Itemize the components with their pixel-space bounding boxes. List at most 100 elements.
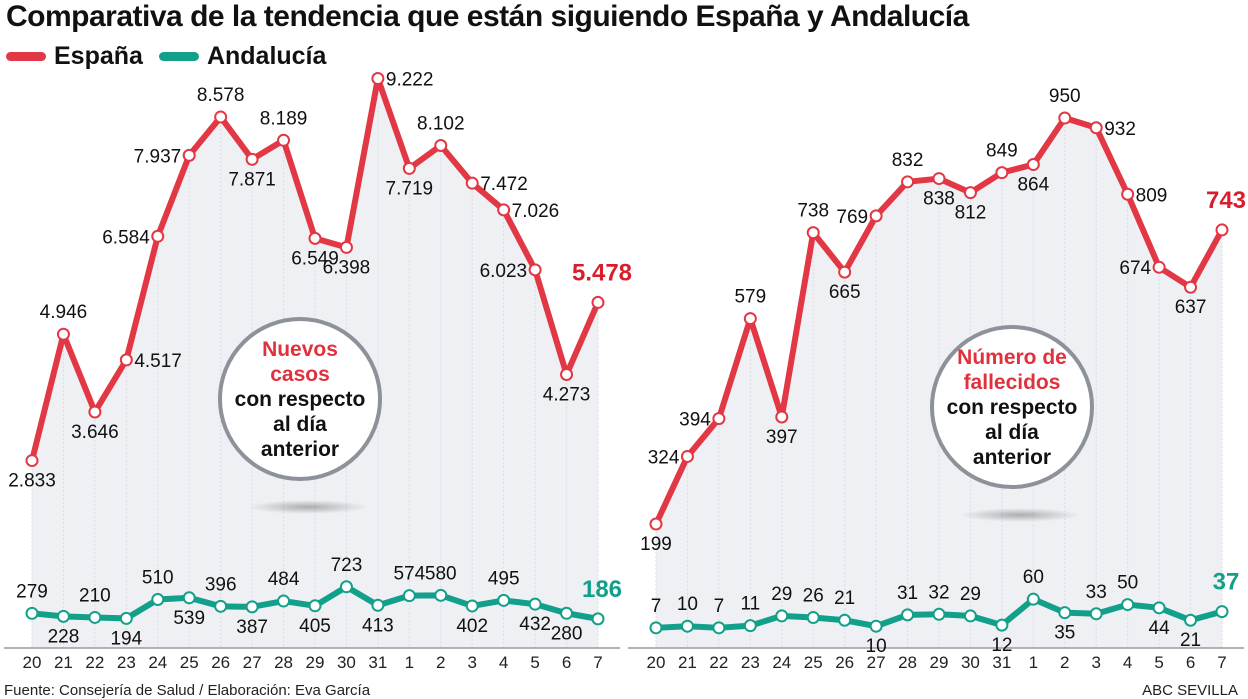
x-tick-label: 27 [867, 653, 886, 672]
x-tick-label: 1 [405, 653, 414, 672]
data-label-andalucia: 402 [456, 616, 488, 637]
x-tick-label: 30 [337, 653, 356, 672]
x-tick-label: 2 [1060, 653, 1069, 672]
point-espana [277, 133, 291, 147]
point-andalucia [56, 609, 70, 623]
point-espana [308, 231, 322, 245]
data-label-espana: 4.946 [40, 302, 88, 323]
publisher-credit: ABC SEVILLA [1142, 682, 1238, 699]
point-espana [339, 240, 353, 254]
point-espana [1215, 223, 1229, 237]
data-label-andalucia: 580 [425, 563, 457, 584]
point-espana [649, 517, 663, 531]
legend-label-espana: España [54, 42, 143, 70]
data-label-espana: 3.646 [71, 422, 119, 443]
data-label-espana: 7.026 [512, 201, 560, 222]
data-label-espana: 7.719 [386, 178, 434, 199]
data-label-andalucia: 37 [1213, 569, 1240, 596]
x-tick-label: 29 [306, 653, 325, 672]
point-andalucia [1089, 607, 1103, 621]
data-label-andalucia: 432 [519, 614, 551, 635]
data-label-andalucia: 539 [173, 608, 205, 629]
point-espana [465, 176, 479, 190]
data-label-espana: 9.222 [386, 70, 434, 91]
x-tick-label: 3 [467, 653, 476, 672]
x-tick-label: 22 [85, 653, 104, 672]
data-label-espana: 397 [766, 427, 798, 448]
bubble-red-line: Número de [957, 345, 1067, 369]
data-label-andalucia: 194 [110, 628, 142, 649]
data-label-espana: 6.584 [102, 227, 150, 248]
data-label-espana: 8.189 [260, 108, 308, 129]
bubble-black-line: al día [985, 420, 1039, 444]
point-andalucia [214, 599, 228, 613]
point-andalucia [680, 619, 694, 633]
x-tick-label: 3 [1091, 653, 1100, 672]
point-espana [963, 186, 977, 200]
point-andalucia [308, 599, 322, 613]
point-andalucia [838, 613, 852, 627]
data-label-espana: 2.833 [8, 471, 56, 492]
x-tick-label: 5 [530, 653, 539, 672]
data-label-espana: 6.549 [291, 248, 339, 269]
point-andalucia [339, 580, 353, 594]
point-espana [25, 454, 39, 468]
point-andalucia [1184, 613, 1198, 627]
data-label-espana: 7.937 [134, 146, 182, 167]
point-andalucia [712, 621, 726, 635]
point-andalucia [591, 612, 605, 626]
data-label-espana: 637 [1175, 297, 1207, 318]
point-andalucia [465, 599, 479, 613]
point-andalucia [1215, 605, 1229, 619]
point-andalucia [25, 606, 39, 620]
x-tick-label: 31 [368, 653, 387, 672]
data-label-espana: 4.517 [134, 351, 182, 372]
point-andalucia [434, 588, 448, 602]
point-espana [1152, 260, 1166, 274]
data-label-espana: 832 [892, 150, 924, 171]
x-tick-label: 23 [117, 653, 136, 672]
data-label-espana: 769 [836, 207, 868, 228]
point-andalucia [371, 598, 385, 612]
data-label-andalucia: 50 [1117, 573, 1138, 594]
x-tick-label: 30 [961, 653, 980, 672]
data-label-andalucia: 7 [651, 596, 662, 617]
data-label-espana: 932 [1104, 119, 1136, 140]
bubble-black-line: al día [273, 412, 327, 436]
point-espana [1058, 111, 1072, 125]
legend-item-espana: España [6, 42, 143, 71]
x-tick-label: 6 [1186, 653, 1195, 672]
x-tick-label: 29 [930, 653, 949, 672]
data-label-espana: 738 [797, 201, 829, 222]
point-andalucia [245, 600, 259, 614]
data-label-espana: 4.273 [543, 384, 591, 405]
x-tick-label: 20 [23, 653, 42, 672]
bubble-black-line: anterior [972, 445, 1052, 469]
chart-title: Comparativa de la tendencia que están si… [6, 0, 969, 33]
data-label-andalucia: 10 [677, 594, 698, 615]
data-label-andalucia: 26 [803, 586, 824, 607]
data-label-andalucia: 186 [582, 576, 622, 603]
point-andalucia [1121, 598, 1135, 612]
point-espana [245, 152, 259, 166]
point-andalucia [119, 611, 133, 625]
point-andalucia [151, 593, 165, 607]
bubble-shadow-casos [248, 500, 368, 514]
x-tick-label: 24 [148, 653, 167, 672]
bubble-red-line: fallecidos [963, 370, 1061, 394]
data-label-andalucia: 396 [205, 574, 237, 595]
legend: España Andalucía [6, 42, 342, 71]
data-label-espana: 324 [648, 447, 680, 468]
point-andalucia [1058, 606, 1072, 620]
point-espana [932, 172, 946, 186]
x-tick-label: 4 [1123, 653, 1132, 672]
point-andalucia [806, 611, 820, 625]
data-label-andalucia: 495 [488, 568, 520, 589]
data-label-andalucia: 723 [331, 555, 363, 576]
point-espana [1026, 158, 1040, 172]
point-espana [838, 265, 852, 279]
data-label-andalucia: 21 [834, 588, 855, 609]
x-tick-label: 20 [647, 653, 666, 672]
x-tick-label: 1 [1029, 653, 1038, 672]
point-andalucia [497, 593, 511, 607]
